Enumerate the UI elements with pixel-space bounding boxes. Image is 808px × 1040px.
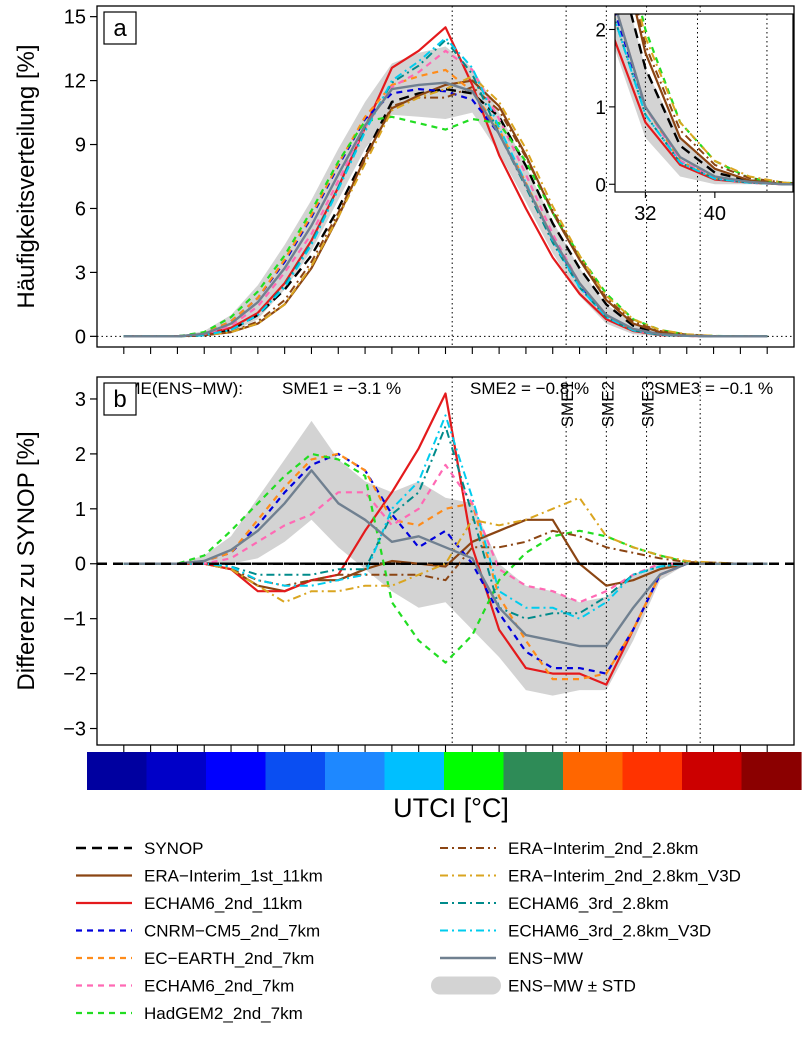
sme1-value: SME1 = −3.1 % [282, 379, 401, 398]
svg-text:b: b [113, 386, 126, 413]
legend-label: CNRM−CM5_2nd_7km [144, 922, 320, 941]
legend-item: CNRM−CM5_2nd_7km [76, 922, 320, 941]
inset-y-tick-label: 0 [595, 175, 606, 196]
legend-item: ERA−Interim_2nd_2.8km [440, 839, 698, 858]
svg-text:a: a [113, 15, 127, 42]
sme-line-label: SME1 [558, 381, 577, 427]
y-tick-label: −3 [63, 719, 86, 741]
y-axis-label: Häufigkeitsverteilung [%] [13, 44, 40, 308]
sme-header-prefix: SME(ENS−MW): [115, 379, 243, 398]
y-tick-label: 1 [75, 499, 86, 521]
y-tick-label: 15 [64, 7, 86, 29]
legend-item: ECHAM6_3rd_2.8km [440, 894, 669, 913]
series-line-b [123, 469, 768, 648]
y-tick-label: −1 [63, 609, 86, 631]
legend-label: ECHAM6_2nd_11km [144, 894, 302, 913]
colorbar-segment [503, 752, 564, 790]
series-line-b [123, 452, 768, 664]
std-band-b [123, 420, 768, 696]
legend-label: ENS−MW [508, 949, 583, 968]
x-axis-label: UTCI [°C] [393, 793, 509, 823]
legend-label: ECHAM6_2nd_7km [144, 977, 294, 996]
y-tick-label: 3 [75, 262, 86, 284]
y-tick-label: 0 [75, 326, 86, 348]
y-tick-label: 2 [75, 444, 86, 466]
legend-item: HadGEM2_2nd_7km [76, 1004, 303, 1023]
legend-item: ERA−Interim_1st_11km [76, 867, 323, 886]
legend-item: ECHAM6_2nd_7km [76, 977, 294, 996]
panel-label: a [103, 11, 137, 45]
colorbar-segment [682, 752, 743, 790]
inset-series-line [638, 14, 793, 185]
series-line-b [123, 529, 768, 587]
panel-a-inset: 0 1 2 32 40 [595, 13, 794, 225]
inset-series-line [637, 14, 793, 185]
series-line-b [123, 414, 768, 620]
inset-y-tick-label: 1 [595, 98, 606, 119]
sme3-value: SME3 = −0.1 % [654, 379, 773, 398]
inset-y-tick-label: 2 [595, 20, 606, 41]
colorbar-segment [265, 752, 326, 790]
colorbar-segment [146, 752, 207, 790]
series-line-a [123, 86, 768, 338]
series-line-a [123, 49, 768, 338]
sme-line-label: SME3 [639, 381, 658, 427]
y-tick-label: 9 [75, 135, 86, 157]
colorbar-segment [87, 752, 148, 790]
legend-label: ERA−Interim_2nd_2.8km [508, 839, 698, 858]
legend-label: ERA−Interim_2nd_2.8km_V3D [508, 867, 741, 886]
legend-item: ECHAM6_3rd_2.8km_V3D [440, 922, 711, 941]
legend-label: HadGEM2_2nd_7km [144, 1004, 303, 1023]
colorbar-segment [741, 752, 802, 790]
y-tick-label: 6 [75, 198, 86, 220]
y-tick-label: 12 [64, 71, 86, 93]
inset-series-line [635, 14, 793, 186]
series-line-a [123, 115, 768, 338]
legend-label: SYNOP [144, 839, 204, 858]
colorbar-segment [563, 752, 624, 790]
std-band-a [123, 46, 768, 337]
colorbar-segment [622, 752, 683, 790]
utci-colorbar [87, 752, 802, 790]
legend-item: ENS−MW ± STD [431, 976, 636, 996]
colorbar-segment [325, 752, 386, 790]
inset-series-line [616, 14, 793, 186]
sme-line-label: SME2 [598, 381, 617, 427]
legend-item: ENS−MW [440, 949, 583, 968]
legend-label: ENS−MW ± STD [508, 977, 636, 996]
y-axis-label: Differenz zu SYNOP [%] [13, 431, 40, 690]
colorbar-segment [384, 752, 445, 790]
legend-label: EC−EARTH_2nd_7km [144, 949, 314, 968]
inset-x-tick-label: 40 [704, 203, 726, 225]
series-line-a [123, 79, 768, 338]
legend-item: EC−EARTH_2nd_7km [76, 949, 314, 968]
panel-label: b [103, 382, 137, 416]
series-line-b [123, 463, 768, 604]
legend: SYNOP ERA−Interim_1st_11km ECHAM6_2nd_11km… [76, 839, 741, 1023]
colorbar-segment [444, 752, 505, 790]
legend-item: ECHAM6_2nd_11km [76, 894, 302, 913]
inset-frame [614, 13, 794, 193]
y-tick-label: −2 [63, 664, 86, 686]
series-line-a [123, 81, 768, 338]
inset-x-tick-label: 32 [634, 203, 656, 225]
y-tick-label: 0 [75, 554, 86, 576]
inset-std-band [615, 14, 793, 185]
legend-item: SYNOP [76, 839, 204, 858]
colorbar-segment [206, 752, 267, 790]
series-line-b [123, 496, 768, 604]
sme2-value: SME2 = −0.8 % [470, 379, 589, 398]
legend-label: ERA−Interim_1st_11km [144, 867, 323, 886]
legend-label: ECHAM6_3rd_2.8km_V3D [508, 922, 711, 941]
legend-label: ECHAM6_3rd_2.8km [508, 894, 669, 913]
y-tick-label: 3 [75, 389, 86, 411]
inset-series-line [615, 16, 793, 186]
legend-item: ERA−Interim_2nd_2.8km_V3D [440, 867, 741, 886]
